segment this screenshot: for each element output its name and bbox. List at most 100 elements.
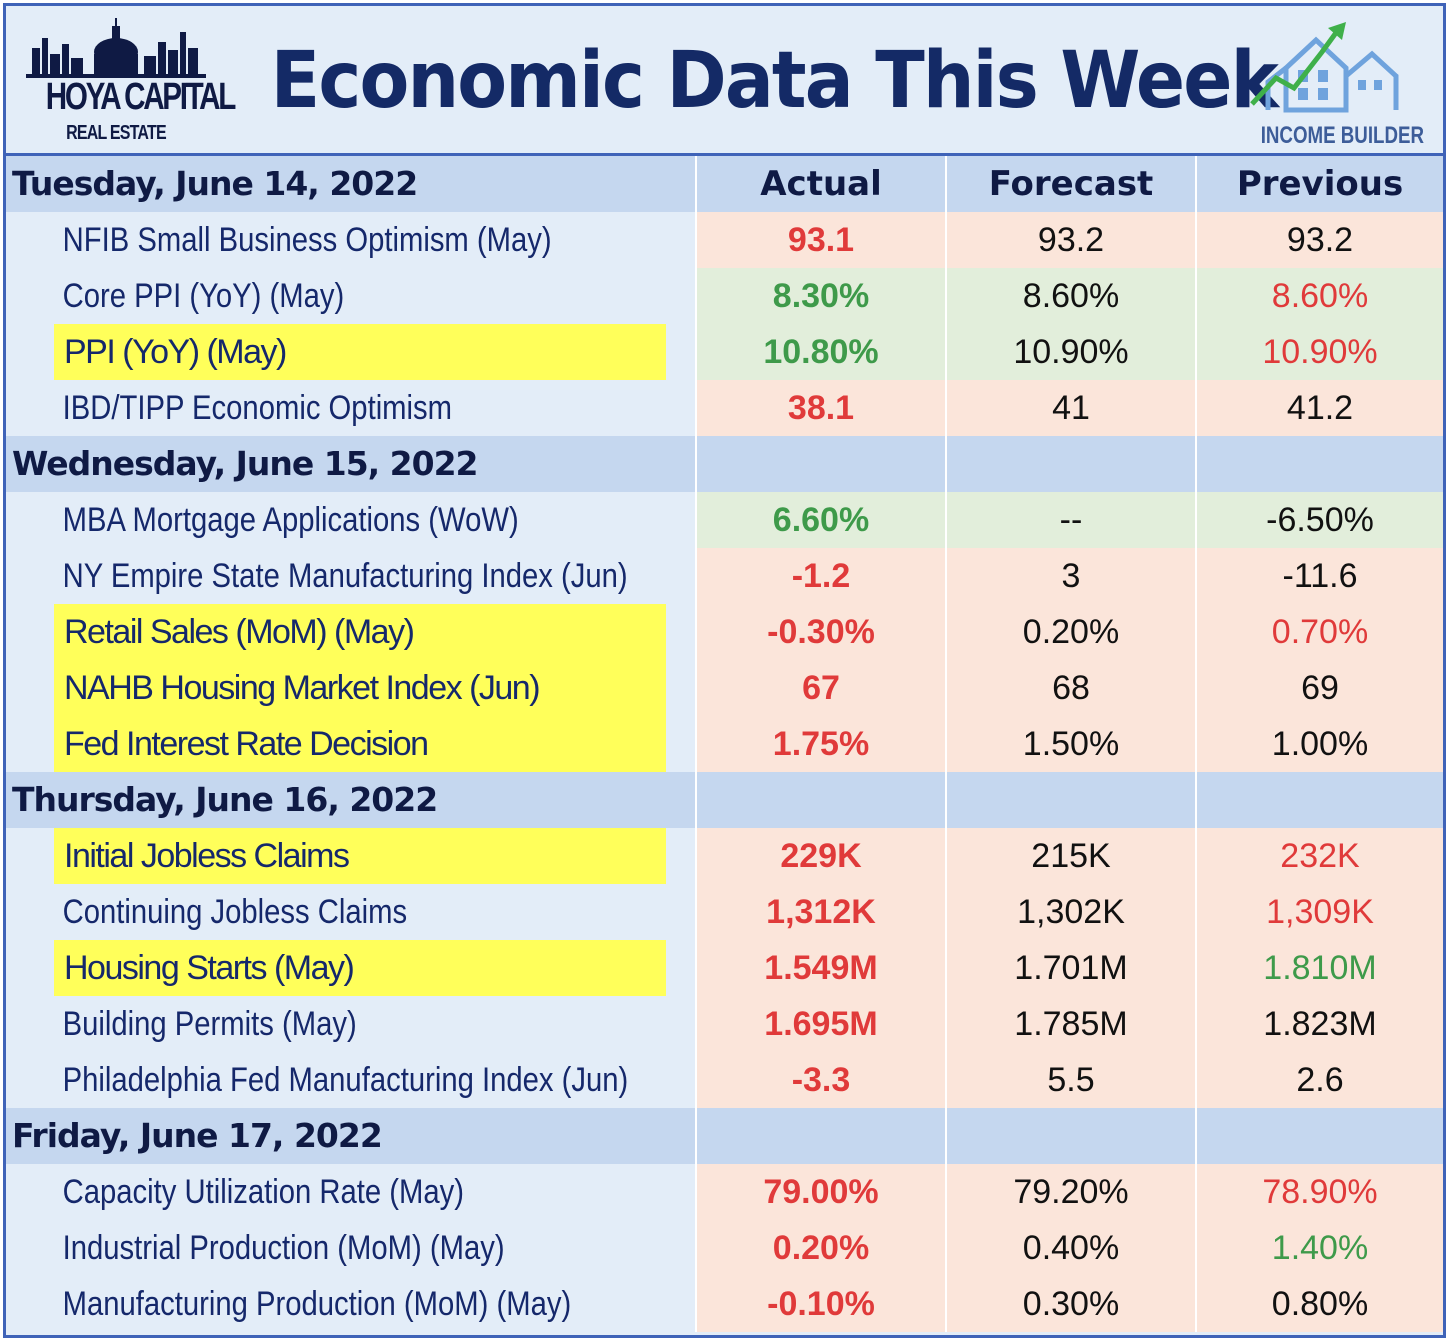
table-row: PPI (YoY) (May) 10.80% 10.90% 10.90% bbox=[6, 324, 1443, 380]
indicator-label-cell: Building Permits (May) bbox=[6, 996, 695, 1052]
forecast-value: 41 bbox=[945, 380, 1195, 436]
indicator-label: MBA Mortgage Applications (WoW) bbox=[62, 501, 519, 539]
previous-value: 2.6 bbox=[1195, 1052, 1443, 1108]
day-row-spacer bbox=[945, 772, 1195, 828]
city-skyline-icon bbox=[26, 18, 206, 78]
table-row: Building Permits (May) 1.695M 1.785M 1.823M bbox=[6, 996, 1443, 1052]
table-row: Initial Jobless Claims 229K 215K 232K bbox=[6, 828, 1443, 884]
previous-value: 0.70% bbox=[1195, 604, 1443, 660]
day-row-spacer bbox=[695, 1108, 945, 1164]
previous-value: -6.50% bbox=[1195, 492, 1443, 548]
forecast-value: 0.20% bbox=[945, 604, 1195, 660]
forecast-value: 215K bbox=[945, 828, 1195, 884]
table-row: Retail Sales (MoM) (May) -0.30% 0.20% 0.70% bbox=[6, 604, 1443, 660]
indicator-label: Industrial Production (MoM) (May) bbox=[62, 1229, 505, 1267]
actual-value: 6.60% bbox=[695, 492, 945, 548]
indicator-label-cell: PPI (YoY) (May) bbox=[6, 324, 695, 380]
forecast-value: 1.50% bbox=[945, 716, 1195, 772]
day-header-row: Wednesday, June 15, 2022 bbox=[6, 436, 1443, 492]
table-row: MBA Mortgage Applications (WoW) 6.60% -- -6… bbox=[6, 492, 1443, 548]
highlighted-indicator-label: Initial Jobless Claims bbox=[54, 828, 666, 884]
actual-value: 1.75% bbox=[695, 716, 945, 772]
indicator-label-cell: IBD/TIPP Economic Optimism bbox=[6, 380, 695, 436]
day-row-spacer bbox=[695, 436, 945, 492]
indicator-label: Philadelphia Fed Manufacturing Index (Ju… bbox=[62, 1061, 629, 1099]
forecast-value: 68 bbox=[945, 660, 1195, 716]
actual-value: 38.1 bbox=[695, 380, 945, 436]
actual-value: 1.549M bbox=[695, 940, 945, 996]
actual-value: 229K bbox=[695, 828, 945, 884]
indicator-label-cell: Manufacturing Production (MoM) (May) bbox=[6, 1276, 695, 1332]
indicator-label-cell: Capacity Utilization Rate (May) bbox=[6, 1164, 695, 1220]
previous-value: 1.40% bbox=[1195, 1220, 1443, 1276]
highlighted-indicator-label: Housing Starts (May) bbox=[54, 940, 666, 996]
indicator-label-cell: NY Empire State Manufacturing Index (Jun… bbox=[6, 548, 695, 604]
day-label: Friday, June 17, 2022 bbox=[6, 1108, 695, 1164]
indicator-label-cell: Continuing Jobless Claims bbox=[6, 884, 695, 940]
previous-value: 69 bbox=[1195, 660, 1443, 716]
day-header-row: Tuesday, June 14, 2022 Actual Forecast Prev… bbox=[6, 156, 1443, 212]
table-row: Fed Interest Rate Decision 1.75% 1.50% 1.00… bbox=[6, 716, 1443, 772]
indicator-label: Building Permits (May) bbox=[62, 1005, 357, 1043]
forecast-value: 0.40% bbox=[945, 1220, 1195, 1276]
logo-left-subtext: REAL ESTATE bbox=[66, 122, 166, 144]
actual-value: 93.1 bbox=[695, 212, 945, 268]
forecast-value: 8.60% bbox=[945, 268, 1195, 324]
table-row: IBD/TIPP Economic Optimism 38.1 41 41.2 bbox=[6, 380, 1443, 436]
indicator-label-cell: Core PPI (YoY) (May) bbox=[6, 268, 695, 324]
indicator-label: NFIB Small Business Optimism (May) bbox=[62, 221, 552, 259]
indicator-label-cell: Retail Sales (MoM) (May) bbox=[6, 604, 695, 660]
growth-buildings-icon bbox=[1250, 22, 1399, 113]
actual-value: 10.80% bbox=[695, 324, 945, 380]
actual-value: 1,312K bbox=[695, 884, 945, 940]
forecast-value: 3 bbox=[945, 548, 1195, 604]
day-header-row: Thursday, June 16, 2022 bbox=[6, 772, 1443, 828]
economic-data-panel: HOYA CAPITAL REAL ESTATE Economic Data T… bbox=[3, 3, 1446, 1338]
column-header-actual: Actual bbox=[695, 156, 945, 212]
day-row-spacer bbox=[1195, 436, 1443, 492]
highlighted-indicator-label: NAHB Housing Market Index (Jun) bbox=[54, 660, 666, 716]
indicator-label-cell: Industrial Production (MoM) (May) bbox=[6, 1220, 695, 1276]
indicator-label: Manufacturing Production (MoM) (May) bbox=[62, 1285, 572, 1323]
previous-value: 8.60% bbox=[1195, 268, 1443, 324]
indicator-label-cell: Initial Jobless Claims bbox=[6, 828, 695, 884]
indicator-label: Capacity Utilization Rate (May) bbox=[62, 1173, 464, 1211]
table-row: Manufacturing Production (MoM) (May) -0.1… bbox=[6, 1276, 1443, 1332]
actual-value: -1.2 bbox=[695, 548, 945, 604]
forecast-value: 1.701M bbox=[945, 940, 1195, 996]
previous-value: 1.00% bbox=[1195, 716, 1443, 772]
indicator-label-cell: Housing Starts (May) bbox=[6, 940, 695, 996]
actual-value: 8.30% bbox=[695, 268, 945, 324]
column-header-previous: Previous bbox=[1195, 156, 1443, 212]
table-row: Philadelphia Fed Manufacturing Index (Ju… bbox=[6, 1052, 1443, 1108]
income-builder-logo: INCOME BUILDER bbox=[1246, 18, 1424, 149]
forecast-value: 10.90% bbox=[945, 324, 1195, 380]
previous-value: 1.823M bbox=[1195, 996, 1443, 1052]
forecast-value: -- bbox=[945, 492, 1195, 548]
logo-left-text: HOYA CAPITAL bbox=[45, 76, 237, 118]
day-label: Tuesday, June 14, 2022 bbox=[6, 156, 695, 212]
previous-value: 78.90% bbox=[1195, 1164, 1443, 1220]
highlighted-indicator-label: Fed Interest Rate Decision bbox=[54, 716, 666, 772]
actual-value: 67 bbox=[695, 660, 945, 716]
day-row-spacer bbox=[945, 1108, 1195, 1164]
forecast-value: 1.785M bbox=[945, 996, 1195, 1052]
table-row: Capacity Utilization Rate (May) 79.00% 79.… bbox=[6, 1164, 1443, 1220]
table-row: Housing Starts (May) 1.549M 1.701M 1.810M bbox=[6, 940, 1443, 996]
indicator-label: IBD/TIPP Economic Optimism bbox=[62, 389, 453, 427]
day-row-spacer bbox=[1195, 772, 1443, 828]
actual-value: 79.00% bbox=[695, 1164, 945, 1220]
indicator-label: Continuing Jobless Claims bbox=[62, 893, 408, 931]
day-label: Wednesday, June 15, 2022 bbox=[6, 436, 695, 492]
indicator-label-cell: NFIB Small Business Optimism (May) bbox=[6, 212, 695, 268]
page-title: Economic Data This Week bbox=[270, 36, 1279, 126]
column-header-forecast: Forecast bbox=[945, 156, 1195, 212]
actual-value: -3.3 bbox=[695, 1052, 945, 1108]
indicator-label-cell: Fed Interest Rate Decision bbox=[6, 716, 695, 772]
logo-right-subtext: INCOME BUILDER bbox=[1260, 122, 1424, 149]
forecast-value: 0.30% bbox=[945, 1276, 1195, 1332]
previous-value: 10.90% bbox=[1195, 324, 1443, 380]
indicator-label-cell: MBA Mortgage Applications (WoW) bbox=[6, 492, 695, 548]
previous-value: 0.80% bbox=[1195, 1276, 1443, 1332]
previous-value: 1,309K bbox=[1195, 884, 1443, 940]
